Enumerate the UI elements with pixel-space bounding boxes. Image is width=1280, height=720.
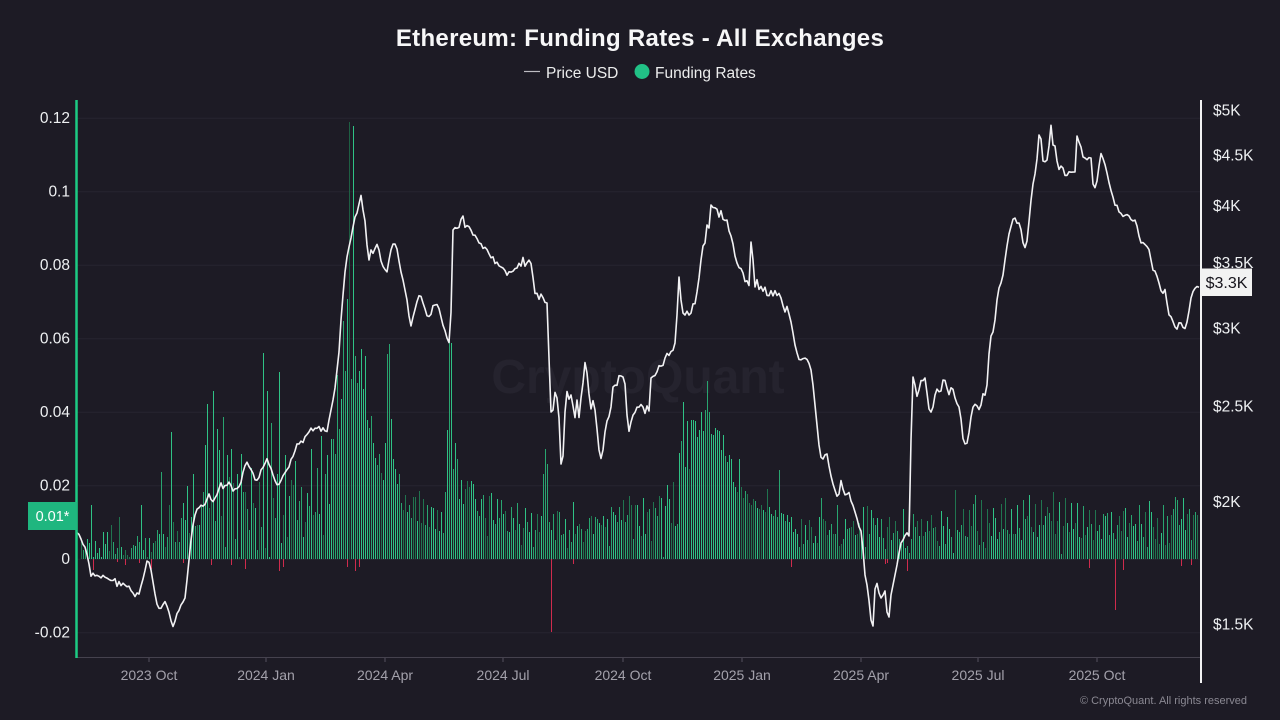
svg-text:0.1: 0.1 <box>48 184 70 201</box>
svg-text:0.02: 0.02 <box>40 478 70 495</box>
svg-text:2024 Oct: 2024 Oct <box>595 667 652 683</box>
svg-text:-0.02: -0.02 <box>35 625 70 642</box>
svg-text:$2.5K: $2.5K <box>1213 399 1254 416</box>
svg-text:$4.5K: $4.5K <box>1213 148 1254 165</box>
svg-text:$2K: $2K <box>1213 494 1241 511</box>
svg-text:© CryptoQuant. All rights rese: © CryptoQuant. All rights reserved <box>1080 695 1247 707</box>
svg-text:2025 Apr: 2025 Apr <box>833 667 889 683</box>
svg-text:Ethereum: Funding Rates - All: Ethereum: Funding Rates - All Exchanges <box>396 25 884 52</box>
svg-text:$3K: $3K <box>1213 321 1241 338</box>
svg-text:0.12: 0.12 <box>40 110 70 127</box>
svg-text:CryptoQuant: CryptoQuant <box>491 351 784 404</box>
svg-text:$5K: $5K <box>1213 103 1241 120</box>
svg-text:2023 Oct: 2023 Oct <box>121 667 178 683</box>
svg-text:2024 Jul: 2024 Jul <box>477 667 530 683</box>
svg-text:2025 Oct: 2025 Oct <box>1069 667 1126 683</box>
svg-text:0.04: 0.04 <box>40 404 71 421</box>
svg-text:Price USD: Price USD <box>546 65 618 82</box>
svg-text:$1.5K: $1.5K <box>1213 617 1254 634</box>
svg-text:0: 0 <box>61 551 70 568</box>
svg-text:0.08: 0.08 <box>40 257 70 274</box>
svg-text:Funding Rates: Funding Rates <box>655 65 756 82</box>
svg-text:0.06: 0.06 <box>40 331 70 348</box>
svg-text:$3.5K: $3.5K <box>1213 255 1254 272</box>
svg-text:2024 Apr: 2024 Apr <box>357 667 413 683</box>
svg-text:2024 Jan: 2024 Jan <box>237 667 295 683</box>
svg-text:$4K: $4K <box>1213 198 1241 215</box>
svg-text:0.01*: 0.01* <box>36 509 70 525</box>
svg-text:2025 Jul: 2025 Jul <box>952 667 1005 683</box>
svg-text:2025 Jan: 2025 Jan <box>713 667 771 683</box>
svg-text:$3.3K: $3.3K <box>1206 275 1248 292</box>
